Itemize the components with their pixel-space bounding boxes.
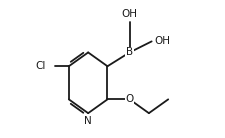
Text: O: O <box>125 94 133 104</box>
Text: OH: OH <box>121 9 137 19</box>
Text: Cl: Cl <box>35 61 45 71</box>
Text: N: N <box>84 116 92 126</box>
Text: B: B <box>126 47 133 57</box>
Text: OH: OH <box>154 36 170 46</box>
